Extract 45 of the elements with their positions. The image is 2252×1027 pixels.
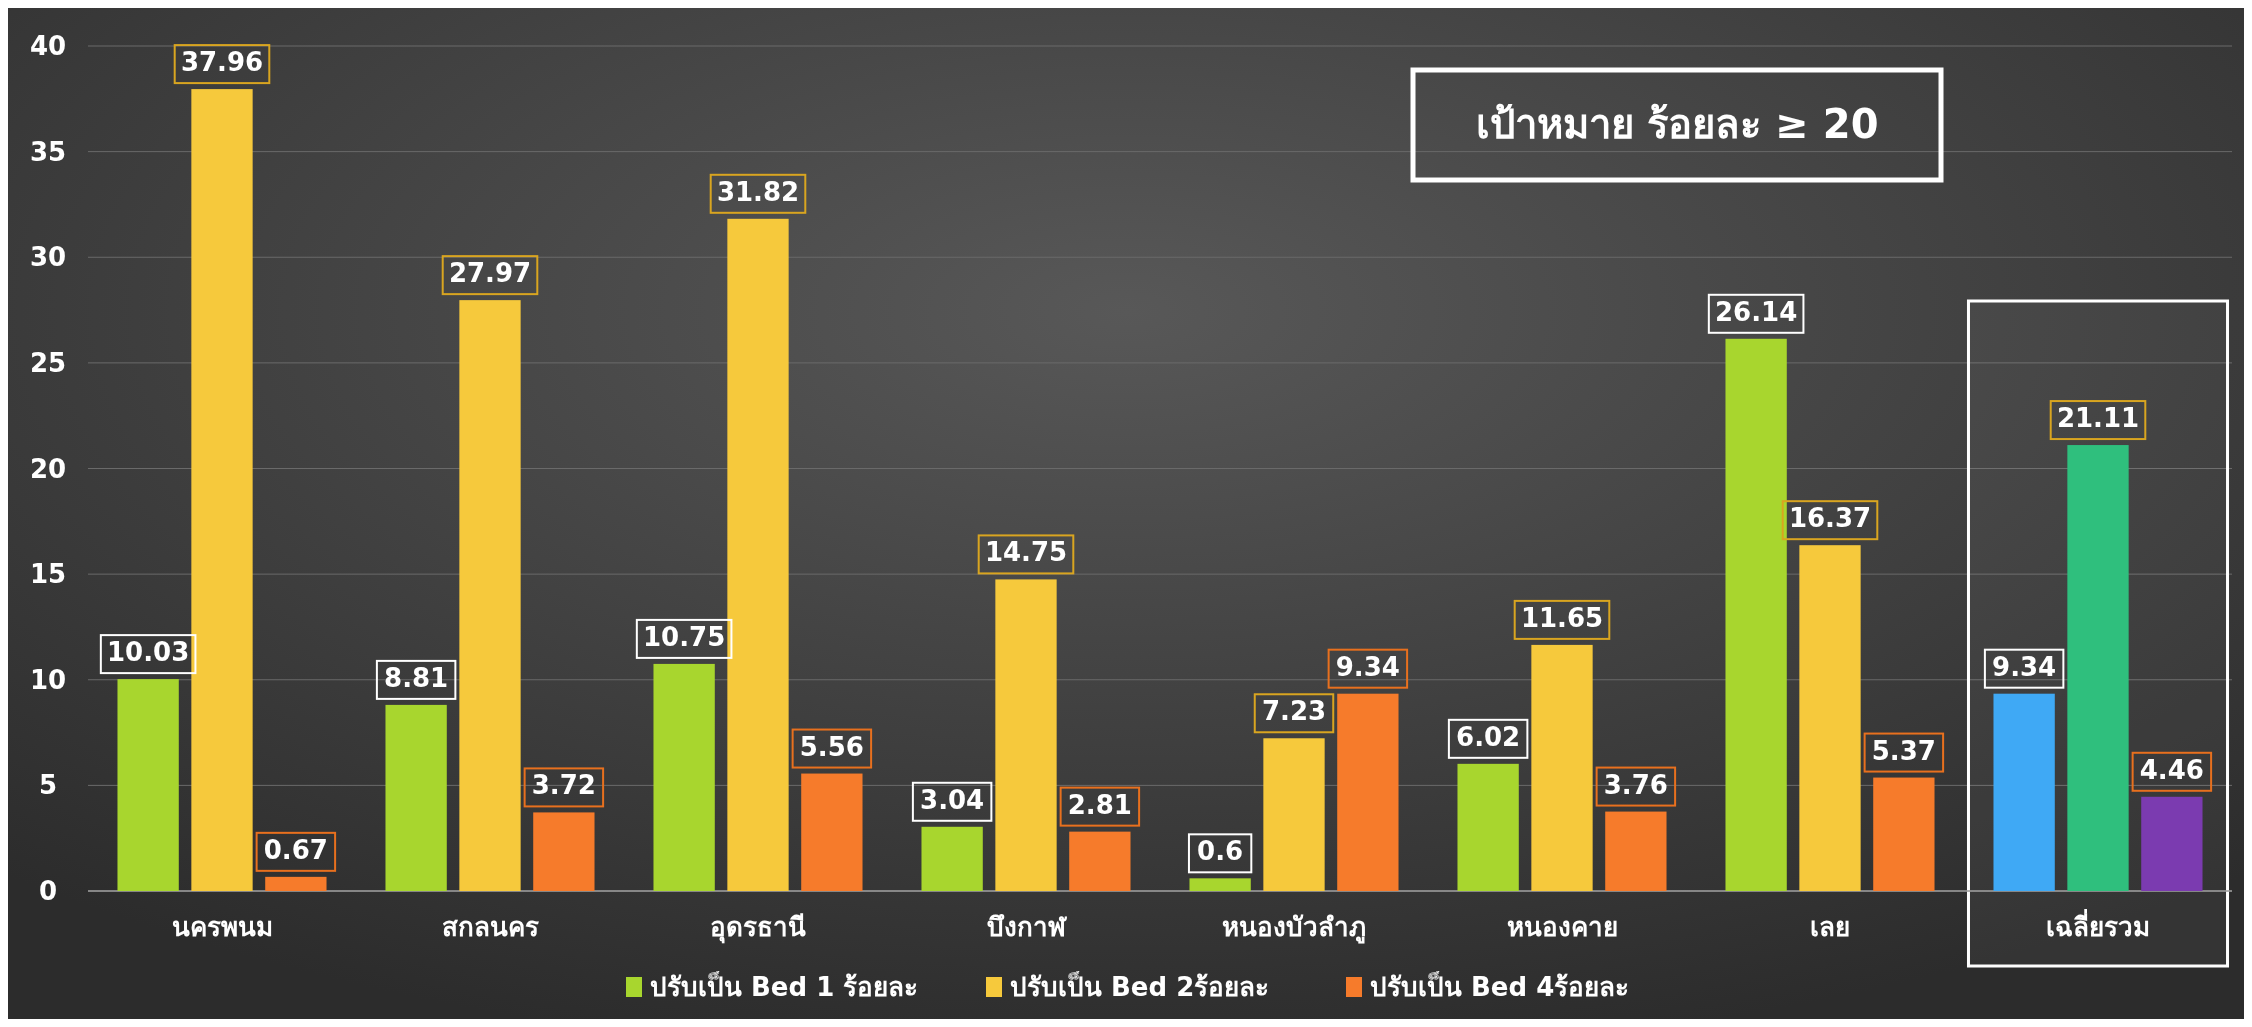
data-label: 31.82 xyxy=(716,176,800,207)
data-label: 37.96 xyxy=(180,47,264,78)
data-label: 27.97 xyxy=(448,258,532,289)
y-tick-label: 40 xyxy=(29,31,67,61)
y-tick-label: 10 xyxy=(29,664,67,695)
legend-label: ปรับเป็น Bed 2ร้อยละ xyxy=(1010,971,1270,1002)
data-label: 6.02 xyxy=(1456,721,1521,752)
x-tick-label: นครพนม xyxy=(171,912,273,942)
y-tick-label: 30 xyxy=(29,242,67,273)
data-label: 14.75 xyxy=(984,537,1068,568)
data-label: 5.56 xyxy=(799,731,864,762)
y-tick-label: 35 xyxy=(29,136,67,167)
data-label: 4.46 xyxy=(2139,754,2204,785)
data-label: 0.67 xyxy=(263,834,328,865)
y-tick-label: 25 xyxy=(29,347,67,378)
annotation: เป้าหมาย ร้อยละ ≥ 20 xyxy=(1475,101,1879,147)
y-tick-label: 0 xyxy=(38,876,58,906)
data-label: 16.37 xyxy=(1788,503,1872,534)
data-label: 26.14 xyxy=(1715,296,1798,327)
y-tick-label: 15 xyxy=(29,559,67,590)
x-tick-label: หนองคาย xyxy=(1506,912,1618,942)
data-label: 3.72 xyxy=(531,770,596,801)
data-label: 21.11 xyxy=(2056,403,2140,434)
y-tick-label: 20 xyxy=(29,453,67,484)
legend-label: ปรับเป็น Bed 1 ร้อยละ xyxy=(650,971,919,1002)
data-label: 9.34 xyxy=(1335,651,1400,682)
legend-label: ปรับเป็น Bed 4ร้อยละ xyxy=(1370,971,1630,1002)
data-label: 3.76 xyxy=(1603,769,1668,800)
x-tick-label: เฉลี่ยรวม xyxy=(2046,908,2150,942)
y-tick-label: 5 xyxy=(38,770,58,801)
x-tick-label: บึงกาฬ xyxy=(986,912,1067,942)
data-label: 3.04 xyxy=(920,784,985,815)
data-label: 9.34 xyxy=(1992,651,2057,682)
x-tick-label: หนองบัวลำภู xyxy=(1222,912,1366,944)
x-tick-label: อุดรธานี xyxy=(710,912,806,944)
data-label: 0.6 xyxy=(1197,836,1244,867)
data-label: 11.65 xyxy=(1520,602,1604,633)
data-label: 8.81 xyxy=(384,662,449,693)
x-tick-label: สกลนคร xyxy=(441,912,539,942)
x-tick-label: เลย xyxy=(1810,912,1850,942)
data-label: 7.23 xyxy=(1261,696,1327,727)
data-label: 10.75 xyxy=(643,621,726,652)
data-label: 2.81 xyxy=(1067,789,1132,820)
data-label: 10.03 xyxy=(107,637,190,668)
data-label: 5.37 xyxy=(1871,735,1936,766)
